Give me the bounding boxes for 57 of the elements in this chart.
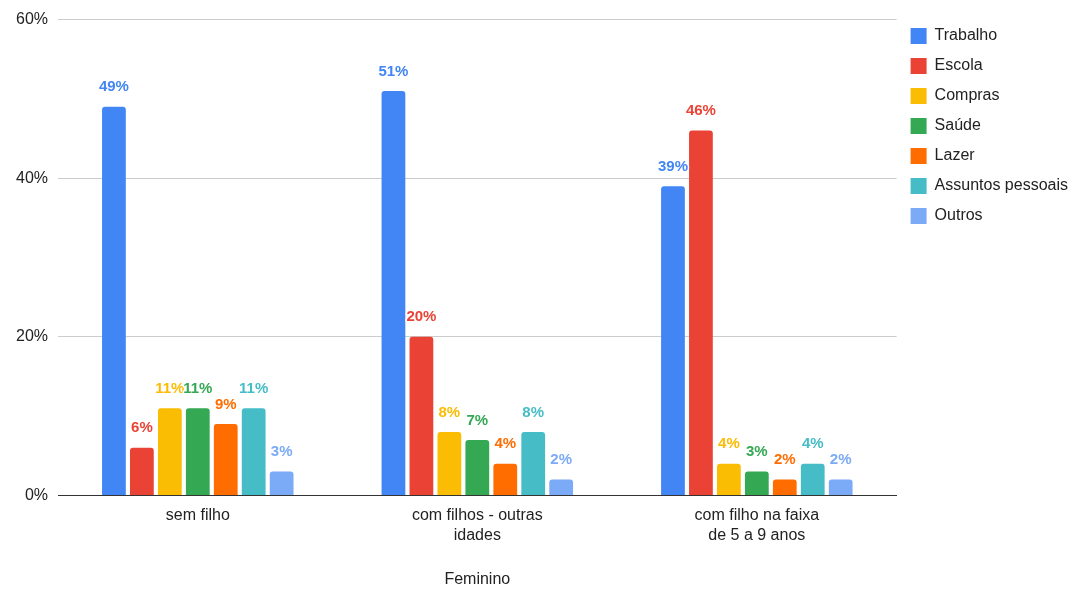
data-label: 49%	[98, 77, 129, 95]
legend-label: Escola	[934, 56, 983, 74]
bar	[130, 447, 154, 495]
y-tick-label: 40%	[15, 168, 49, 186]
legend-label: Assuntos pessoais	[934, 176, 1068, 194]
bar	[493, 463, 518, 495]
x-tick-label: com filhos - outras idades	[411, 506, 543, 543]
bar	[689, 130, 713, 495]
bar	[772, 479, 797, 495]
bar	[269, 471, 294, 495]
y-tick-label: 20%	[15, 327, 49, 345]
bar	[437, 431, 462, 495]
y-tick-label: 0%	[24, 485, 49, 503]
bar	[800, 463, 825, 495]
data-label: 46%	[685, 101, 716, 119]
bar	[381, 90, 406, 495]
data-label: 3%	[270, 442, 293, 460]
bar	[661, 186, 685, 495]
legend-label: Outros	[934, 206, 983, 224]
data-label: 11%	[155, 378, 185, 396]
y-tick-label: 60%	[15, 10, 49, 28]
x-tick-label: com filho na faixa de 5 a 9 anos	[694, 506, 820, 543]
data-label: 2%	[829, 450, 852, 468]
legend-label: Saúde	[934, 116, 981, 134]
legend-label: Trabalho	[934, 26, 998, 44]
bar	[521, 431, 546, 495]
bar	[828, 479, 853, 495]
bar	[744, 471, 769, 495]
data-label: 6%	[131, 418, 153, 436]
bar	[409, 336, 434, 495]
data-label: 11%	[183, 378, 213, 396]
bar	[465, 439, 490, 495]
bar	[157, 408, 182, 495]
bar	[102, 106, 126, 495]
bar	[185, 408, 210, 495]
bar	[213, 424, 238, 495]
data-label: 51%	[378, 61, 409, 79]
data-label: 2%	[773, 450, 796, 468]
data-label: 2%	[550, 450, 573, 468]
data-label: 4%	[801, 434, 824, 452]
data-label: 4%	[494, 434, 517, 452]
data-label: 39%	[657, 156, 688, 174]
data-label: 3%	[745, 442, 768, 460]
data-label: 8%	[522, 402, 545, 420]
data-label: 4%	[718, 434, 740, 452]
data-label: 7%	[466, 410, 489, 428]
x-axis-title: Feminino	[444, 569, 511, 587]
data-label: 20%	[406, 307, 437, 325]
bar	[717, 463, 741, 495]
data-label: 11%	[239, 378, 269, 396]
x-tick-label: sem filho	[165, 506, 230, 524]
data-label: 8%	[438, 402, 461, 420]
legend-label: Compras	[934, 86, 1000, 104]
bar	[241, 408, 266, 495]
data-label: 9%	[214, 394, 237, 412]
bar	[549, 479, 574, 495]
legend-label: Lazer	[934, 146, 976, 164]
